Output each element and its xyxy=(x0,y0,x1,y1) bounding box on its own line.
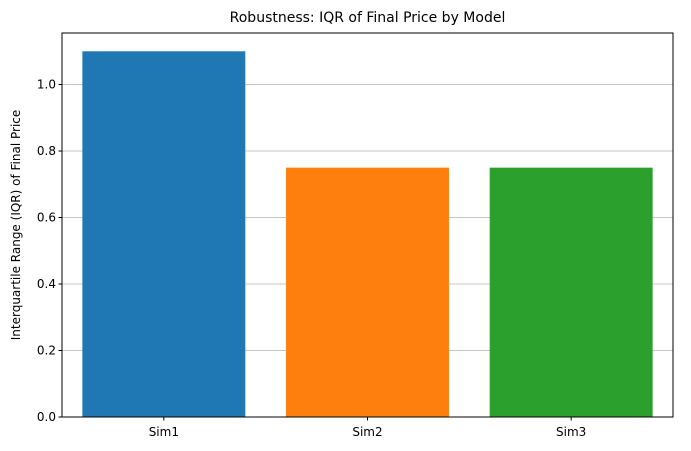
y-tick-label: 0.4 xyxy=(37,277,56,291)
y-tick-label: 0.2 xyxy=(37,344,56,358)
x-axis-ticks: Sim1 Sim2 Sim3 xyxy=(149,417,586,439)
y-tick-label: 0.6 xyxy=(37,211,56,225)
bar-sim1 xyxy=(82,51,246,418)
y-tick-label: 0.8 xyxy=(37,144,56,158)
x-tick-label: Sim3 xyxy=(556,425,586,439)
bar-sim2 xyxy=(286,167,449,417)
chart-title: Robustness: IQR of Final Price by Model xyxy=(230,10,506,26)
y-tick-label: 0.0 xyxy=(37,410,56,424)
y-axis-label: Interquartile Range (IQR) of Final Price xyxy=(9,110,23,341)
bars xyxy=(82,51,653,418)
y-tick-label: 1.0 xyxy=(37,78,56,92)
y-axis-ticks: 0.0 0.2 0.4 0.6 0.8 1.0 xyxy=(37,78,62,424)
bar-sim3 xyxy=(489,167,653,417)
x-tick-label: Sim1 xyxy=(149,425,179,439)
x-tick-label: Sim2 xyxy=(352,425,382,439)
